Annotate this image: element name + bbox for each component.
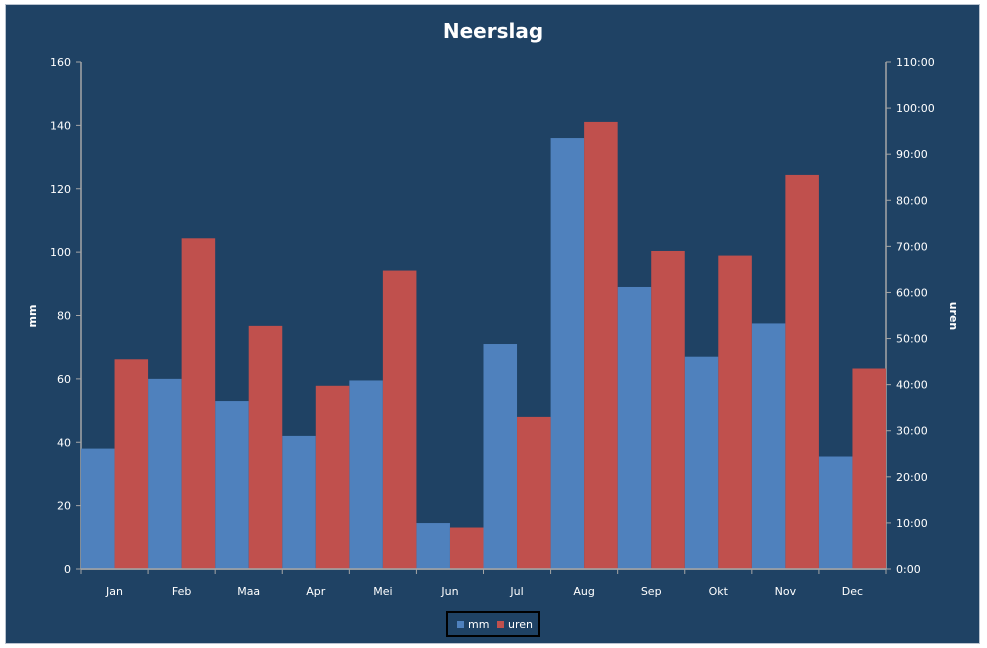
legend-label-mm: mm [468, 618, 489, 631]
x-tick-label: Jan [105, 585, 123, 598]
y2-tick-label: 50:00 [896, 333, 928, 346]
bar-mm [818, 456, 853, 569]
x-tick-label: Sep [641, 585, 662, 598]
y-tick-label: 0 [64, 563, 71, 576]
y-tick-label: 100 [50, 246, 71, 259]
bar-mm [550, 138, 585, 570]
bar-mm [282, 435, 316, 569]
y-axis-label: mm [26, 305, 39, 328]
bar-mm [81, 448, 115, 569]
legend-swatch-mm [457, 621, 464, 628]
bar-mm [617, 286, 652, 569]
bar-uren [517, 416, 551, 569]
y2-tick-label: 60:00 [896, 286, 928, 299]
bar-uren [315, 385, 350, 569]
bar-uren [382, 270, 417, 569]
x-tick-label: Jun [440, 585, 458, 598]
chart: Neerslag mm uren 0 20 40 60 80 100 120 140 160 0:… [26, 19, 960, 637]
bar-uren [785, 174, 819, 569]
bar-uren [718, 255, 752, 569]
bar-uren [449, 527, 484, 569]
y2-tick-label: 40:00 [896, 379, 928, 392]
chart-frame: Neerslag mm uren 0 20 40 60 80 100 120 140 160 0:… [5, 4, 980, 644]
x-tick-label: Aug [573, 585, 594, 598]
y2-tick-label: 100:00 [896, 102, 935, 115]
legend-swatch-uren [497, 621, 504, 628]
y2-tick-label: 30:00 [896, 425, 928, 438]
y2-tick-label: 70:00 [896, 240, 928, 253]
bar-mm [416, 523, 450, 569]
bar-uren [852, 368, 886, 569]
bar-mm [215, 401, 249, 569]
y2-tick-label: 80:00 [896, 194, 928, 207]
y-tick-label: 140 [50, 119, 71, 132]
legend-label-uren: uren [508, 618, 533, 631]
plot-area: 0 20 40 60 80 100 120 140 160 0:00 10:00 20:00 30:00… [50, 56, 935, 598]
x-tick-label: Jul [509, 585, 523, 598]
y-tick-label: 160 [50, 56, 71, 69]
y2-tick-label: 10:00 [896, 517, 928, 530]
bar-mm [148, 378, 182, 569]
bar-uren [584, 121, 618, 569]
bar-mm [684, 356, 719, 569]
y-tick-label: 40 [57, 436, 71, 449]
y-tick-label: 60 [57, 373, 71, 386]
y2-tick-label: 90:00 [896, 148, 928, 161]
y2-axis-label: uren [947, 302, 960, 331]
x-tick-label: Mei [373, 585, 392, 598]
bar-mm [483, 344, 518, 569]
y2-tick-label: 0:00 [896, 563, 921, 576]
y2-tick-label: 110:00 [896, 56, 935, 69]
y2-tick-label: 20:00 [896, 471, 928, 484]
bar-mm [751, 323, 786, 569]
x-tick-label: Maa [237, 585, 260, 598]
bar-uren [651, 250, 685, 570]
y-tick-label: 20 [57, 500, 71, 513]
chart-title: Neerslag [443, 19, 543, 43]
x-tick-label: Apr [306, 585, 326, 598]
x-tick-label: Okt [709, 585, 729, 598]
bar-uren [114, 359, 149, 569]
x-tick-label: Feb [172, 585, 191, 598]
y-tick-label: 120 [50, 183, 71, 196]
bar-uren [248, 325, 283, 569]
bar-uren [181, 238, 216, 569]
x-tick-label: Nov [775, 585, 797, 598]
legend: mm uren [446, 611, 540, 637]
bar-mm [349, 380, 383, 569]
y-tick-label: 80 [57, 310, 71, 323]
x-tick-label: Dec [842, 585, 863, 598]
